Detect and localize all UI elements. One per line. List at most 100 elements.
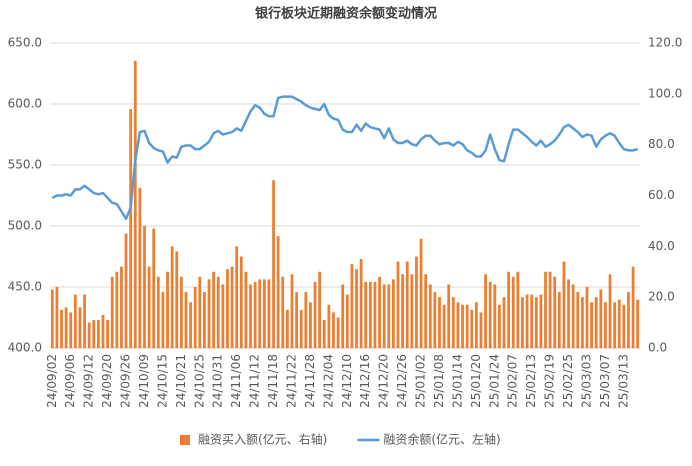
bar xyxy=(585,287,589,348)
bar xyxy=(470,309,474,348)
x-tick-label: 24/10/25 xyxy=(192,354,206,408)
x-tick-label: 25/03/13 xyxy=(616,354,630,408)
bar xyxy=(451,297,455,348)
x-tick-label: 24/10/15 xyxy=(155,354,169,408)
bar xyxy=(226,269,229,348)
bar xyxy=(498,304,501,348)
bar xyxy=(594,297,598,348)
bar xyxy=(161,292,165,348)
bar xyxy=(69,312,73,348)
bar xyxy=(622,304,626,348)
bar xyxy=(175,251,179,348)
bar xyxy=(124,233,128,348)
x-tick-label: 24/09/12 xyxy=(82,354,96,408)
bar xyxy=(557,292,561,348)
bar xyxy=(60,309,63,348)
bar xyxy=(373,281,377,348)
x-tick-label: 25/01/02 xyxy=(414,354,428,408)
bar xyxy=(488,281,492,348)
x-tick-label: 24/12/04 xyxy=(321,354,335,408)
bar xyxy=(147,266,151,348)
bar xyxy=(179,276,183,348)
bar xyxy=(170,246,174,348)
bar xyxy=(590,302,593,348)
bar xyxy=(281,276,285,348)
x-tick-label: 25/03/03 xyxy=(579,354,593,408)
bar xyxy=(474,302,478,348)
bar xyxy=(387,284,391,348)
bar xyxy=(336,317,340,348)
bar xyxy=(405,261,409,348)
x-tick-label: 24/11/06 xyxy=(229,354,243,408)
bar xyxy=(64,307,68,348)
bar xyxy=(539,294,543,348)
y-tick-label: 600.0 xyxy=(8,97,42,111)
y-tick-label: 650.0 xyxy=(8,36,42,50)
bar xyxy=(516,271,520,348)
bar xyxy=(599,289,603,348)
bar xyxy=(359,259,363,348)
bar xyxy=(304,292,308,348)
bar xyxy=(230,266,234,348)
y-tick-label: 500.0 xyxy=(8,219,42,233)
bar xyxy=(166,271,169,348)
bar xyxy=(419,238,423,348)
bar xyxy=(571,284,575,348)
bar xyxy=(613,302,617,348)
bar xyxy=(276,236,280,348)
bar xyxy=(396,261,400,348)
x-tick-label: 25/02/19 xyxy=(543,354,557,408)
bar xyxy=(562,261,566,348)
x-tick-label: 25/01/24 xyxy=(487,354,501,408)
bar xyxy=(249,284,252,348)
bar xyxy=(216,276,220,348)
bar xyxy=(73,294,77,348)
bar xyxy=(502,297,506,348)
bar xyxy=(581,297,584,348)
x-tick-label: 24/09/06 xyxy=(63,354,77,408)
bar xyxy=(318,271,322,348)
line xyxy=(51,95,639,220)
x-tick-label: 24/09/26 xyxy=(119,354,133,408)
x-tick-label: 24/12/16 xyxy=(358,354,372,408)
bar xyxy=(534,297,538,348)
bar xyxy=(212,271,216,348)
bar xyxy=(87,322,91,348)
y-tick-label: 450.0 xyxy=(8,280,42,294)
bar xyxy=(115,271,119,348)
bar xyxy=(129,109,133,348)
legend-label: 融资余额(亿元、左轴) xyxy=(383,432,500,447)
x-tick-label: 24/09/20 xyxy=(100,354,114,408)
bar xyxy=(456,302,460,348)
bar xyxy=(548,271,552,348)
bar xyxy=(332,312,335,348)
x-tick-label: 24/11/18 xyxy=(266,354,280,408)
bar xyxy=(55,287,59,348)
bar xyxy=(392,279,395,348)
y2-tick-label: 100.0 xyxy=(648,86,682,100)
x-tick-label: 24/11/28 xyxy=(303,354,317,408)
bar xyxy=(521,297,524,348)
y2-tick-label: 60.0 xyxy=(648,188,675,202)
bar xyxy=(244,271,248,348)
bar xyxy=(239,256,243,348)
bar xyxy=(203,292,206,348)
bar xyxy=(544,271,547,348)
y-tick-label: 550.0 xyxy=(8,158,42,172)
x-tick-label: 24/10/09 xyxy=(137,354,151,408)
bar xyxy=(83,294,86,348)
bar xyxy=(143,226,146,348)
bar xyxy=(221,284,225,348)
bar xyxy=(442,304,446,348)
bar xyxy=(110,276,114,348)
bar xyxy=(207,279,211,348)
bar xyxy=(189,302,192,348)
bar xyxy=(576,292,580,348)
bar xyxy=(608,274,612,348)
bar xyxy=(313,281,317,348)
x-tick-label: 25/02/13 xyxy=(524,354,538,408)
bar xyxy=(350,264,354,348)
bar xyxy=(461,304,464,348)
x-tick-label: 25/02/07 xyxy=(506,354,520,408)
